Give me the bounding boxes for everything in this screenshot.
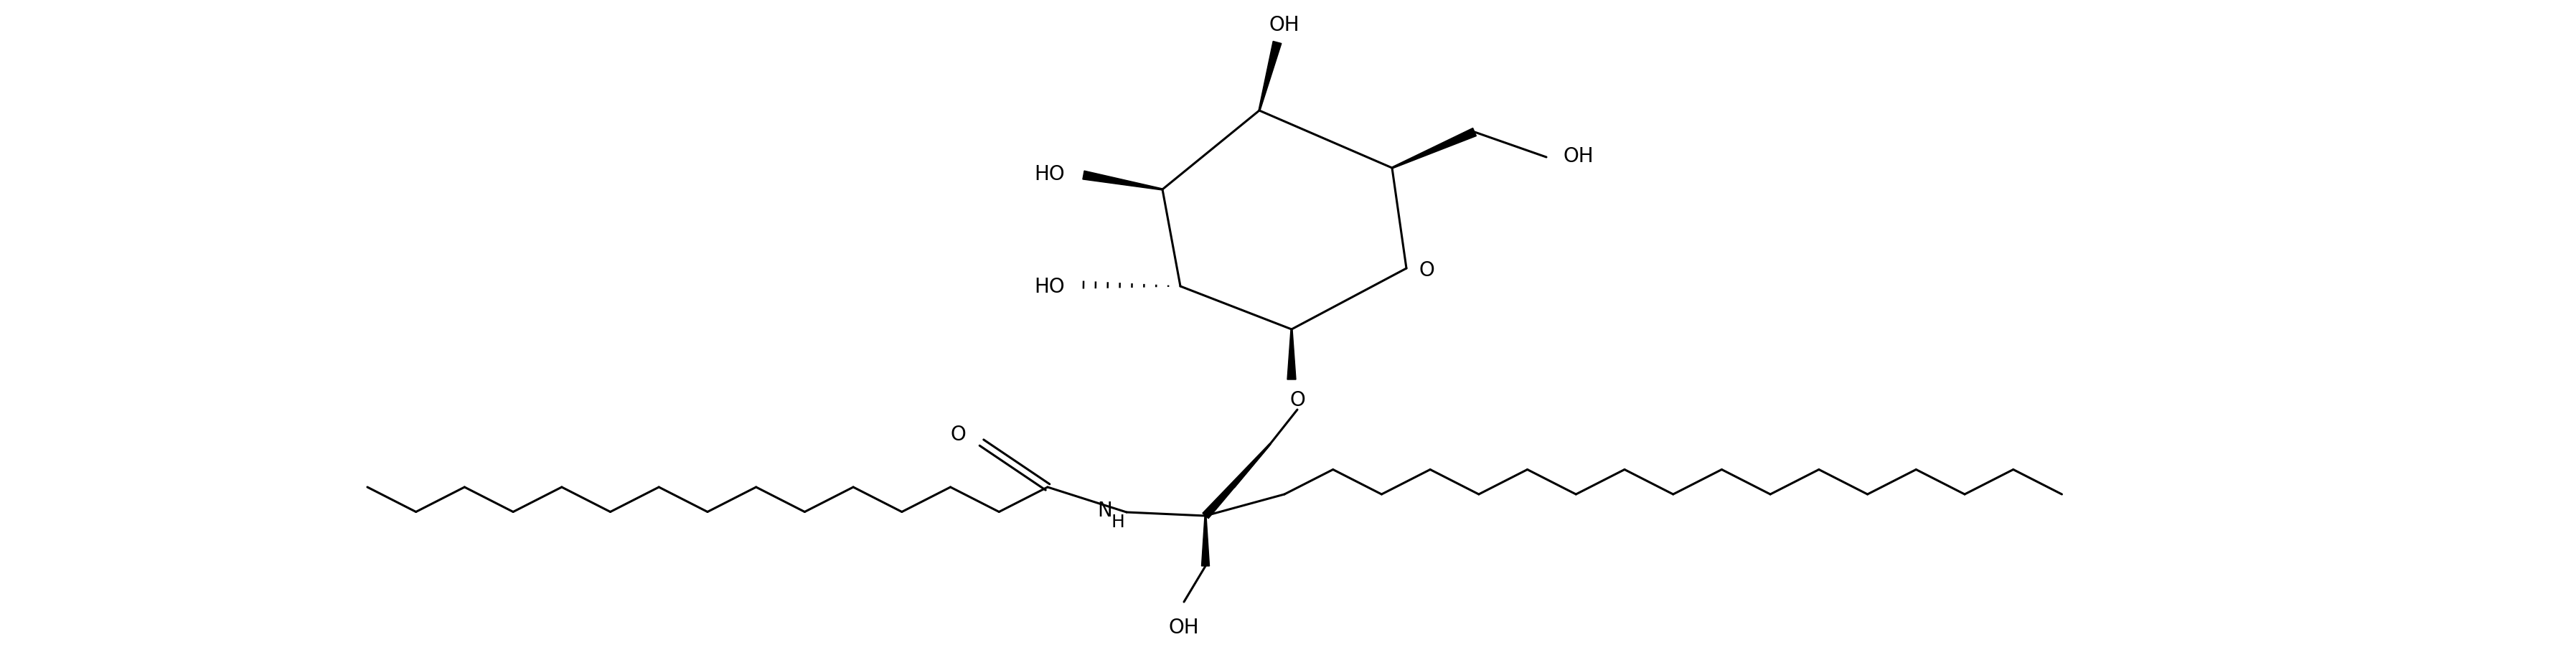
Text: OH: OH	[1270, 15, 1298, 35]
Text: OH: OH	[1564, 146, 1595, 166]
Text: O: O	[951, 424, 966, 444]
Polygon shape	[1200, 516, 1208, 566]
Text: N: N	[1097, 500, 1113, 520]
Polygon shape	[1082, 172, 1162, 191]
Text: O: O	[1419, 260, 1435, 280]
Text: HO: HO	[1033, 277, 1064, 297]
Polygon shape	[1257, 42, 1280, 111]
Text: HO: HO	[1033, 164, 1064, 184]
Polygon shape	[1288, 330, 1296, 380]
Polygon shape	[1391, 128, 1476, 169]
Text: OH: OH	[1170, 617, 1198, 637]
Polygon shape	[1203, 444, 1270, 519]
Text: O: O	[1288, 390, 1306, 410]
Text: H: H	[1110, 513, 1123, 530]
